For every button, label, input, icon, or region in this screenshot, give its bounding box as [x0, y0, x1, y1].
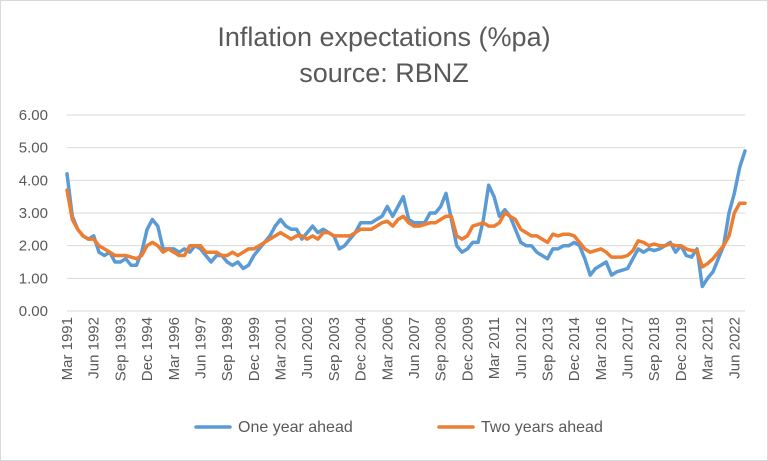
- y-axis-tick-labels: 0.00 1.00 2.00 3.00 4.00 5.00 6.00: [19, 107, 48, 320]
- y-tick-label: 5.00: [19, 140, 48, 157]
- y-tick-label: 4.00: [19, 172, 48, 189]
- x-tick-label: Dec 2009: [459, 317, 476, 381]
- y-tick-label: 6.00: [19, 107, 48, 124]
- y-tick-label: 3.00: [19, 205, 48, 222]
- chart-title: Inflation expectations (%pa): [217, 22, 551, 52]
- legend-label-2: Two years ahead: [481, 419, 603, 436]
- chart-subtitle: source: RBNZ: [299, 58, 469, 88]
- x-tick-label: Dec 2019: [673, 317, 690, 381]
- y-tick-label: 1.00: [19, 270, 48, 287]
- x-tick-label: Jun 1992: [86, 317, 103, 379]
- x-tick-label: Jun 1997: [192, 317, 209, 379]
- x-tick-label: Dec 1994: [139, 317, 156, 381]
- x-tick-label: Mar 1996: [166, 317, 183, 380]
- y-tick-label: 2.00: [19, 238, 48, 255]
- x-tick-label: Mar 2011: [486, 317, 503, 379]
- x-tick-label: Sep 2008: [433, 317, 450, 381]
- x-tick-label: Sep 2003: [326, 317, 343, 381]
- x-tick-label: Mar 2016: [593, 317, 610, 380]
- series-lines: [65, 149, 747, 289]
- x-tick-label: Jun 2007: [406, 317, 423, 379]
- legend-label-1: One year ahead: [238, 419, 353, 436]
- x-tick-label: Jun 2017: [620, 317, 637, 379]
- x-tick-label: Sep 1993: [112, 317, 129, 381]
- x-tick-label: Jun 2012: [513, 317, 530, 379]
- x-tick-label: Mar 2021: [700, 317, 717, 380]
- x-tick-label: Jun 2002: [299, 317, 316, 379]
- x-tick-label: Sep 2018: [646, 317, 663, 381]
- x-tick-label: Mar 2001: [273, 317, 290, 380]
- series-line-1: [65, 149, 747, 289]
- legend: One year ahead Two years ahead: [194, 419, 603, 436]
- series-line-2: [65, 188, 747, 269]
- x-tick-label: Dec 1999: [246, 317, 263, 381]
- x-tick-label: Dec 2014: [566, 317, 583, 381]
- x-tick-label: Sep 1998: [219, 317, 236, 381]
- x-tick-label: Mar 2006: [379, 317, 396, 380]
- x-tick-label: Dec 2004: [353, 317, 370, 381]
- x-tick-label: Jun 2022: [726, 317, 743, 379]
- x-tick-label: Sep 2013: [539, 317, 556, 381]
- x-axis-tick-labels: Mar 1991 Jun 1992 Sep 1993 Dec 1994 Mar 1996…: [59, 317, 743, 381]
- y-tick-label: 0.00: [19, 303, 48, 320]
- x-tick-label: Mar 1991: [59, 317, 76, 380]
